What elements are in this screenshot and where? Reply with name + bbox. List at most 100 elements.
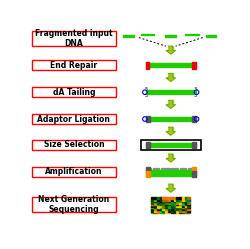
Bar <box>165 210 168 212</box>
Bar <box>182 197 185 199</box>
Bar <box>146 117 196 119</box>
Polygon shape <box>166 158 175 162</box>
Bar <box>146 116 150 123</box>
Bar <box>184 211 188 213</box>
Bar <box>165 202 168 204</box>
Bar <box>168 202 171 204</box>
Bar <box>185 168 186 169</box>
Bar <box>154 203 157 205</box>
Bar <box>206 35 216 37</box>
Bar <box>184 199 188 201</box>
Bar <box>160 203 163 205</box>
Bar <box>174 168 176 169</box>
Bar <box>162 205 166 207</box>
Bar <box>146 66 196 67</box>
Bar <box>158 168 160 169</box>
Bar <box>184 200 188 202</box>
Bar <box>174 200 176 202</box>
Bar <box>160 197 163 199</box>
Bar <box>176 205 179 207</box>
FancyBboxPatch shape <box>32 31 116 46</box>
Bar <box>187 203 190 205</box>
Text: Next Generation
Sequencing: Next Generation Sequencing <box>38 195 110 214</box>
Bar <box>162 211 166 213</box>
Bar <box>174 203 176 205</box>
Bar <box>188 168 189 169</box>
Bar <box>157 202 160 204</box>
Bar <box>152 202 154 204</box>
Bar <box>171 208 174 210</box>
Bar <box>176 202 179 204</box>
Bar <box>162 207 166 208</box>
FancyBboxPatch shape <box>32 140 116 150</box>
Bar <box>192 141 196 148</box>
Polygon shape <box>169 73 173 78</box>
Bar <box>179 203 182 205</box>
Bar <box>171 202 174 204</box>
Polygon shape <box>166 78 175 81</box>
Bar <box>168 205 171 207</box>
Bar <box>157 197 160 199</box>
Bar <box>190 168 192 169</box>
Polygon shape <box>166 131 175 135</box>
Bar <box>182 208 185 210</box>
Bar <box>154 205 157 207</box>
FancyBboxPatch shape <box>32 60 116 70</box>
Bar <box>154 210 157 212</box>
Bar <box>146 143 196 144</box>
Bar <box>165 199 168 201</box>
Bar <box>179 202 182 204</box>
Bar <box>160 200 163 202</box>
Bar <box>176 200 179 202</box>
Bar <box>152 197 154 199</box>
Bar <box>152 200 154 202</box>
Bar <box>150 168 151 169</box>
Bar <box>168 197 171 199</box>
Bar <box>165 205 168 207</box>
Bar <box>160 211 163 213</box>
Bar <box>160 210 163 212</box>
Polygon shape <box>169 154 173 158</box>
Bar <box>162 208 166 210</box>
Bar <box>171 200 174 202</box>
Bar <box>174 210 176 212</box>
Bar <box>171 210 174 212</box>
Bar <box>160 199 163 201</box>
Polygon shape <box>169 100 173 105</box>
Text: Size Selection: Size Selection <box>44 140 104 149</box>
FancyBboxPatch shape <box>32 197 116 212</box>
Polygon shape <box>169 184 173 188</box>
Bar <box>177 168 178 169</box>
Bar <box>174 202 176 204</box>
Bar <box>162 210 166 212</box>
Bar <box>184 205 188 207</box>
Bar <box>174 205 176 207</box>
Bar <box>192 167 196 172</box>
Bar <box>174 207 176 208</box>
Bar <box>146 174 196 176</box>
Bar <box>187 207 190 208</box>
Bar <box>171 205 174 207</box>
Bar <box>180 168 181 169</box>
Bar <box>171 211 174 213</box>
Bar <box>146 145 196 147</box>
Bar <box>168 211 171 213</box>
Polygon shape <box>169 46 173 50</box>
Text: Adaptor Ligation: Adaptor Ligation <box>38 115 110 124</box>
Bar <box>152 210 154 212</box>
Bar <box>179 207 182 208</box>
Bar <box>179 197 182 199</box>
Bar <box>182 205 185 207</box>
Bar <box>168 199 171 201</box>
Bar <box>122 35 134 37</box>
Bar <box>179 199 182 201</box>
Text: 3: 3 <box>194 87 197 92</box>
Bar <box>146 90 196 92</box>
Bar <box>192 171 196 177</box>
FancyBboxPatch shape <box>32 167 116 177</box>
Bar <box>176 211 179 213</box>
Text: 5: 5 <box>144 87 148 92</box>
Text: 5: 5 <box>194 93 197 98</box>
Bar <box>154 208 157 210</box>
Bar <box>182 203 185 205</box>
